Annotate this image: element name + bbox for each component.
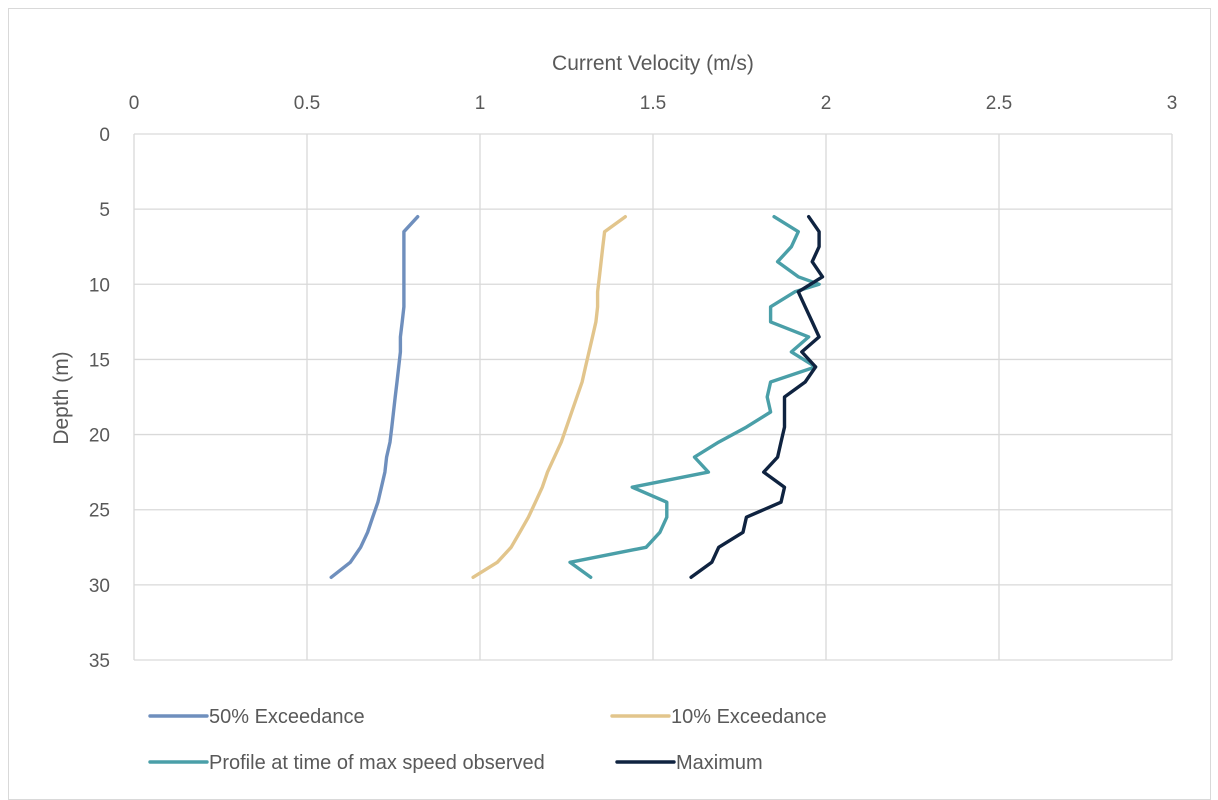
y-tick-label: 5	[99, 200, 110, 221]
x-tick-label: 0	[129, 93, 140, 114]
x-tick-label: 2.5	[986, 93, 1012, 114]
y-tick-label: 25	[89, 501, 110, 522]
x-tick-label: 1.5	[640, 93, 666, 114]
x-tick-label: 1	[475, 93, 486, 114]
y-tick-label: 15	[89, 350, 110, 371]
legend: 50% Exceedance 10% Exceedance Profile at t…	[148, 706, 827, 774]
series-line-3	[689, 214, 825, 579]
legend-item: Profile at time of max speed observed	[148, 752, 545, 774]
chart-frame	[8, 8, 1211, 800]
legend-item: 10% Exceedance	[610, 706, 827, 728]
x-tick-labels: 0 0.5 1 1.5 2 2.5 3	[129, 93, 1178, 114]
x-tick-label: 3	[1167, 93, 1178, 114]
x-axis-title: Current Velocity (m/s)	[552, 52, 754, 75]
y-tick-label: 30	[89, 576, 110, 597]
y-tick-labels: 0 5 10 15 20 25 30 35	[89, 125, 110, 672]
series-line-2	[568, 214, 821, 579]
series-line-1	[471, 214, 627, 579]
x-tick-label: 2	[821, 93, 832, 114]
y-axis-title: Depth (m)	[50, 351, 73, 444]
legend-item: Maximum	[615, 752, 763, 774]
legend-label: Profile at time of max speed observed	[209, 752, 545, 774]
y-tick-label: 0	[99, 125, 110, 146]
y-tick-label: 10	[89, 275, 110, 296]
legend-item: 50% Exceedance	[148, 706, 365, 728]
y-tick-label: 20	[89, 426, 110, 447]
series-line-0	[329, 214, 420, 579]
x-tick-label: 0.5	[294, 93, 320, 114]
legend-label: 50% Exceedance	[209, 706, 365, 728]
legend-label: Maximum	[676, 752, 763, 774]
series-lines	[329, 214, 825, 579]
legend-label: 10% Exceedance	[671, 706, 827, 728]
y-tick-label: 35	[89, 651, 110, 672]
grid	[133, 133, 1173, 661]
